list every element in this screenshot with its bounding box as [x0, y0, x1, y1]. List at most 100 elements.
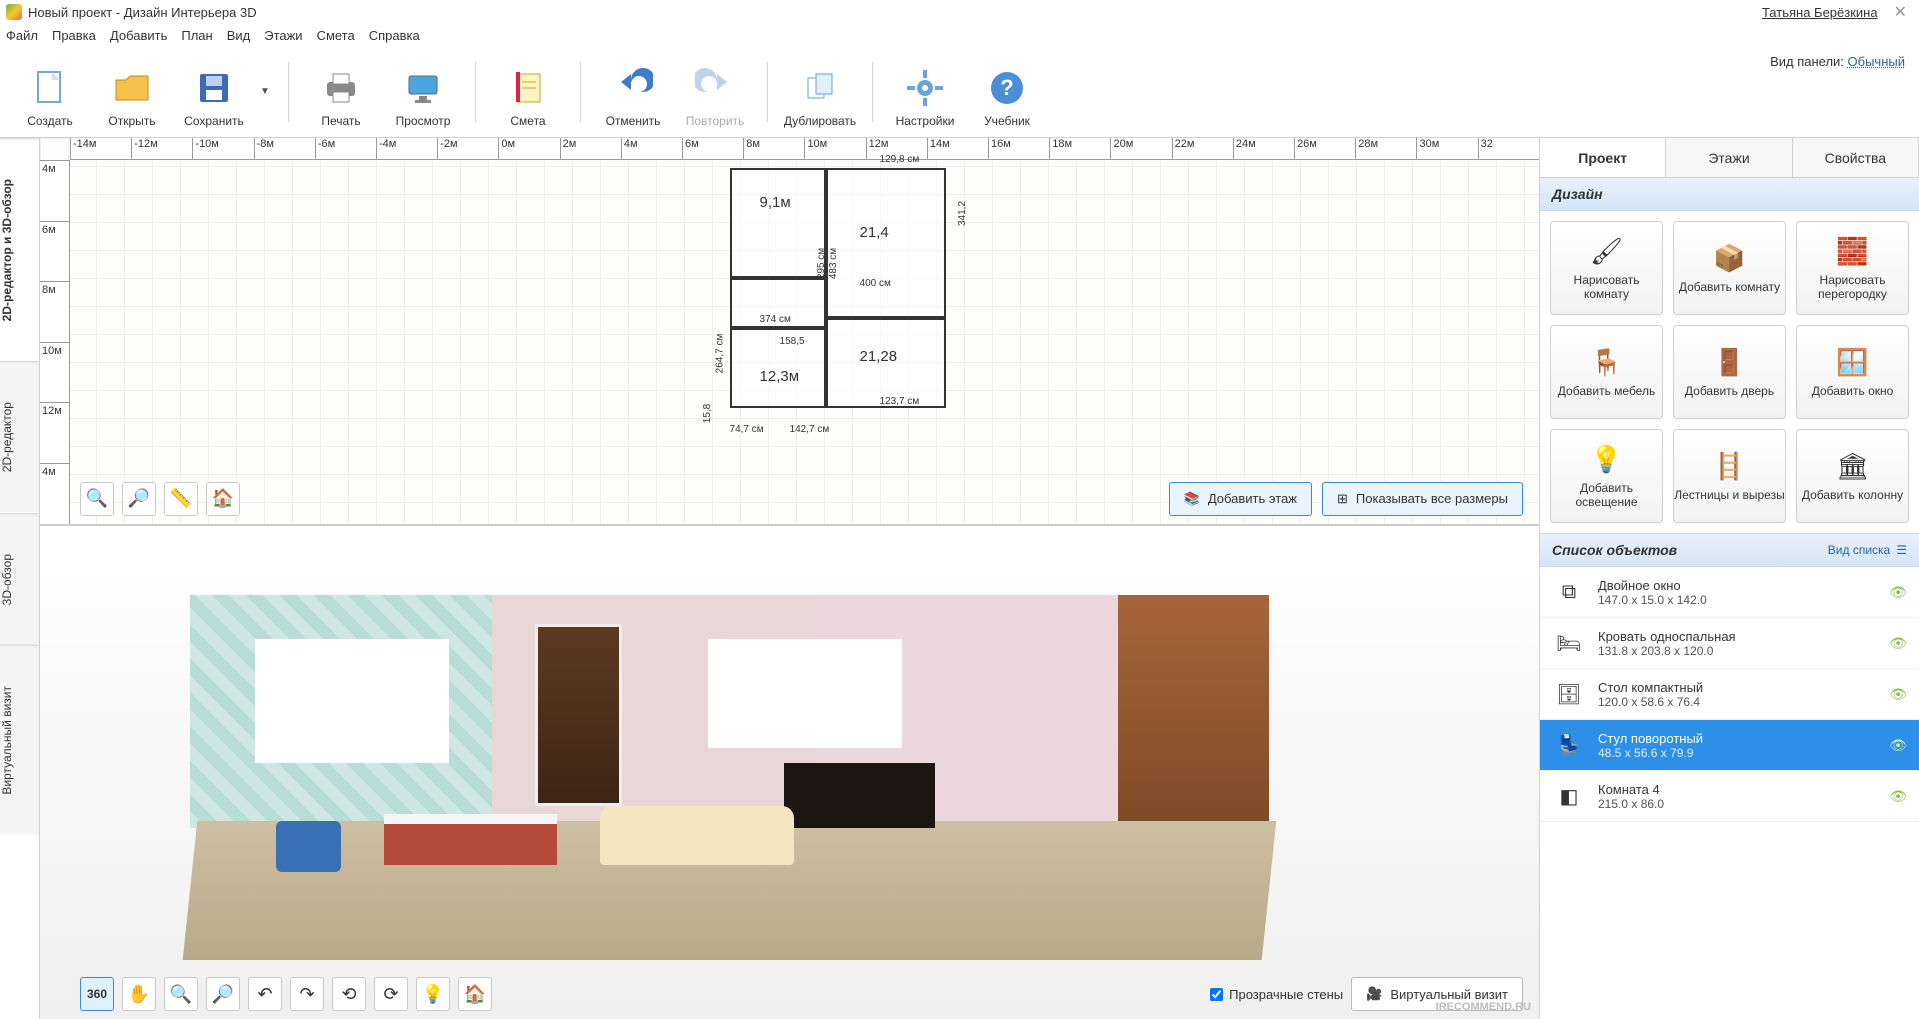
ruler-tick: 0м [498, 138, 559, 159]
object-list-item[interactable]: ◧Комната 4215.0 x 86.0👁 [1540, 771, 1919, 822]
menu-item[interactable]: Файл [6, 28, 38, 43]
ruler-tick: 16м [988, 138, 1049, 159]
ruler-vertical: 4м6м8м10м12м4м [40, 160, 70, 524]
transparent-walls-input[interactable] [1210, 988, 1223, 1001]
object-list-item[interactable]: ⧉Двойное окно147.0 x 15.0 x 142.0👁 [1540, 567, 1919, 618]
zoom-out-button[interactable]: 🔍 [80, 482, 114, 516]
design-section-header: Дизайн [1540, 178, 1919, 211]
object-dims: 120.0 x 58.6 x 76.4 [1598, 695, 1877, 709]
bed-3d [384, 814, 557, 865]
tilt-up-button[interactable]: ⟲ [332, 977, 366, 1011]
side-tab[interactable]: 2D-редактор и 3D-обзор [0, 138, 39, 361]
object-name: Стол компактный [1598, 680, 1877, 695]
rotate-right-button[interactable]: ↷ [290, 977, 324, 1011]
print-button[interactable]: Печать [305, 56, 377, 128]
object-name: Кровать односпальная [1598, 629, 1877, 644]
layers-icon: 📚 [1184, 491, 1200, 507]
ruler-tick: 12м [40, 402, 69, 463]
ruler-tick: -2м [437, 138, 498, 159]
home-3d-button[interactable]: 🏠 [458, 977, 492, 1011]
design-action-button[interactable]: 🪜Лестницы и вырезы [1673, 429, 1786, 523]
rotate360-button[interactable]: 360 [80, 977, 114, 1011]
visibility-icon[interactable]: 👁 [1889, 635, 1907, 652]
design-action-button[interactable]: 🧱Нарисовать перегородку [1796, 221, 1909, 315]
add-floor-button[interactable]: 📚 Добавить этаж [1169, 482, 1312, 516]
design-action-label: Добавить комнату [1679, 281, 1780, 295]
object-list-item[interactable]: 🗄Стол компактный120.0 x 58.6 x 76.4👁 [1540, 669, 1919, 720]
right-tab[interactable]: Этажи [1666, 138, 1792, 177]
light-button[interactable]: 💡 [416, 977, 450, 1011]
design-action-button[interactable]: 🏛Добавить колонну [1796, 429, 1909, 523]
window-3d [255, 639, 449, 763]
dims-icon: ⊞ [1337, 491, 1348, 507]
zoom-in-3d-button[interactable]: 🔎 [206, 977, 240, 1011]
side-tab[interactable]: 2D-редактор [0, 361, 39, 512]
side-tab[interactable]: 3D-обзор [0, 513, 39, 645]
rotate-left-button[interactable]: ↶ [248, 977, 282, 1011]
object-list-item[interactable]: 💺Стул поворотный48.5 x 56.6 x 79.9👁 [1540, 720, 1919, 771]
object-info: Стол компактный120.0 x 58.6 x 76.4 [1598, 680, 1877, 709]
user-name[interactable]: Татьяна Берёзкина [1762, 5, 1878, 20]
close-icon[interactable]: ✕ [1888, 2, 1913, 22]
room-outline[interactable] [730, 168, 826, 278]
panel-view-value[interactable]: Обычный [1848, 54, 1905, 69]
room-area-label: 9,1м [760, 194, 791, 211]
transparent-walls-label: Прозрачные стены [1229, 987, 1343, 1002]
toolbar-label: Повторить [686, 114, 745, 128]
visibility-icon[interactable]: 👁 [1889, 737, 1907, 754]
object-list-item[interactable]: 🛏Кровать односпальная131.8 x 203.8 x 120… [1540, 618, 1919, 669]
redo-button[interactable]: Повторить [679, 56, 751, 128]
design-action-button[interactable]: 🚪Добавить дверь [1673, 325, 1786, 419]
folder-icon [112, 68, 152, 108]
dimension-label: 400 см [860, 278, 891, 289]
zoom-out-3d-button[interactable]: 🔍 [164, 977, 198, 1011]
room-area-label: 12,3м [760, 368, 800, 385]
ruler-tick: 8м [40, 281, 69, 342]
list-view-toggle[interactable]: Вид списка ☰ [1828, 543, 1907, 557]
menu-item[interactable]: План [181, 28, 212, 43]
menu-item[interactable]: Этажи [264, 28, 302, 43]
menu-item[interactable]: Вид [227, 28, 251, 43]
view-3d[interactable]: 360 ✋ 🔍 🔎 ↶ ↷ ⟲ ⟳ 💡 🏠 Прозрачные стены 🎥… [40, 526, 1539, 1019]
open-button[interactable]: Открыть [96, 56, 168, 128]
transparent-walls-checkbox[interactable]: Прозрачные стены [1210, 987, 1343, 1002]
ruler-tick: 4м [40, 160, 69, 221]
room-outline[interactable] [826, 168, 946, 318]
design-action-button[interactable]: 🪑Добавить мебель [1550, 325, 1663, 419]
visibility-icon[interactable]: 👁 [1889, 686, 1907, 703]
visibility-icon[interactable]: 👁 [1889, 788, 1907, 805]
estimate-button[interactable]: Смета [492, 56, 564, 128]
virtual-visit-button[interactable]: 🎥 Виртуальный визит [1351, 977, 1523, 1011]
menu-item[interactable]: Правка [52, 28, 96, 43]
design-action-button[interactable]: 💡Добавить освещение [1550, 429, 1663, 523]
pan-button[interactable]: ✋ [122, 977, 156, 1011]
save-button[interactable]: Сохранить [178, 56, 250, 128]
show-dims-button[interactable]: ⊞ Показывать все размеры [1322, 482, 1523, 516]
home-button[interactable]: 🏠 [206, 482, 240, 516]
design-action-button[interactable]: 🪟Добавить окно [1796, 325, 1909, 419]
side-tab[interactable]: Виртуальный визит [0, 645, 39, 835]
create-button[interactable]: Создать [14, 56, 86, 128]
design-action-button[interactable]: 🖌Нарисовать комнату [1550, 221, 1663, 315]
design-grid: 🖌Нарисовать комнату📦Добавить комнату🧱Нар… [1540, 211, 1919, 533]
view-2d[interactable]: -14м-12м-10м-8м-6м-4м-2м0м2м4м6м8м10м12м… [40, 138, 1539, 526]
visibility-icon[interactable]: 👁 [1889, 584, 1907, 601]
measure-button[interactable]: 📏 [164, 482, 198, 516]
zoom-in-button[interactable]: 🔎 [122, 482, 156, 516]
settings-button[interactable]: Настройки [889, 56, 961, 128]
menu-item[interactable]: Справка [369, 28, 420, 43]
menu-item[interactable]: Добавить [110, 28, 167, 43]
right-tab[interactable]: Проект [1540, 138, 1666, 177]
column-icon: 🏛 [1836, 449, 1870, 483]
menu-item[interactable]: Смета [317, 28, 355, 43]
design-action-button[interactable]: 📦Добавить комнату [1673, 221, 1786, 315]
duplicate-button[interactable]: Дублировать [784, 56, 856, 128]
dropdown-arrow-icon[interactable]: ▼ [260, 86, 272, 97]
dimension-label: 129,8 см [880, 154, 920, 165]
preview-button[interactable]: Просмотр [387, 56, 459, 128]
floorplan[interactable]: 9,1м21,412,3м21,28129,8 см341,2400 см374… [730, 168, 950, 438]
undo-button[interactable]: Отменить [597, 56, 669, 128]
right-tab[interactable]: Свойства [1793, 138, 1919, 177]
help-button[interactable]: ?Учебник [971, 56, 1043, 128]
tilt-down-button[interactable]: ⟳ [374, 977, 408, 1011]
